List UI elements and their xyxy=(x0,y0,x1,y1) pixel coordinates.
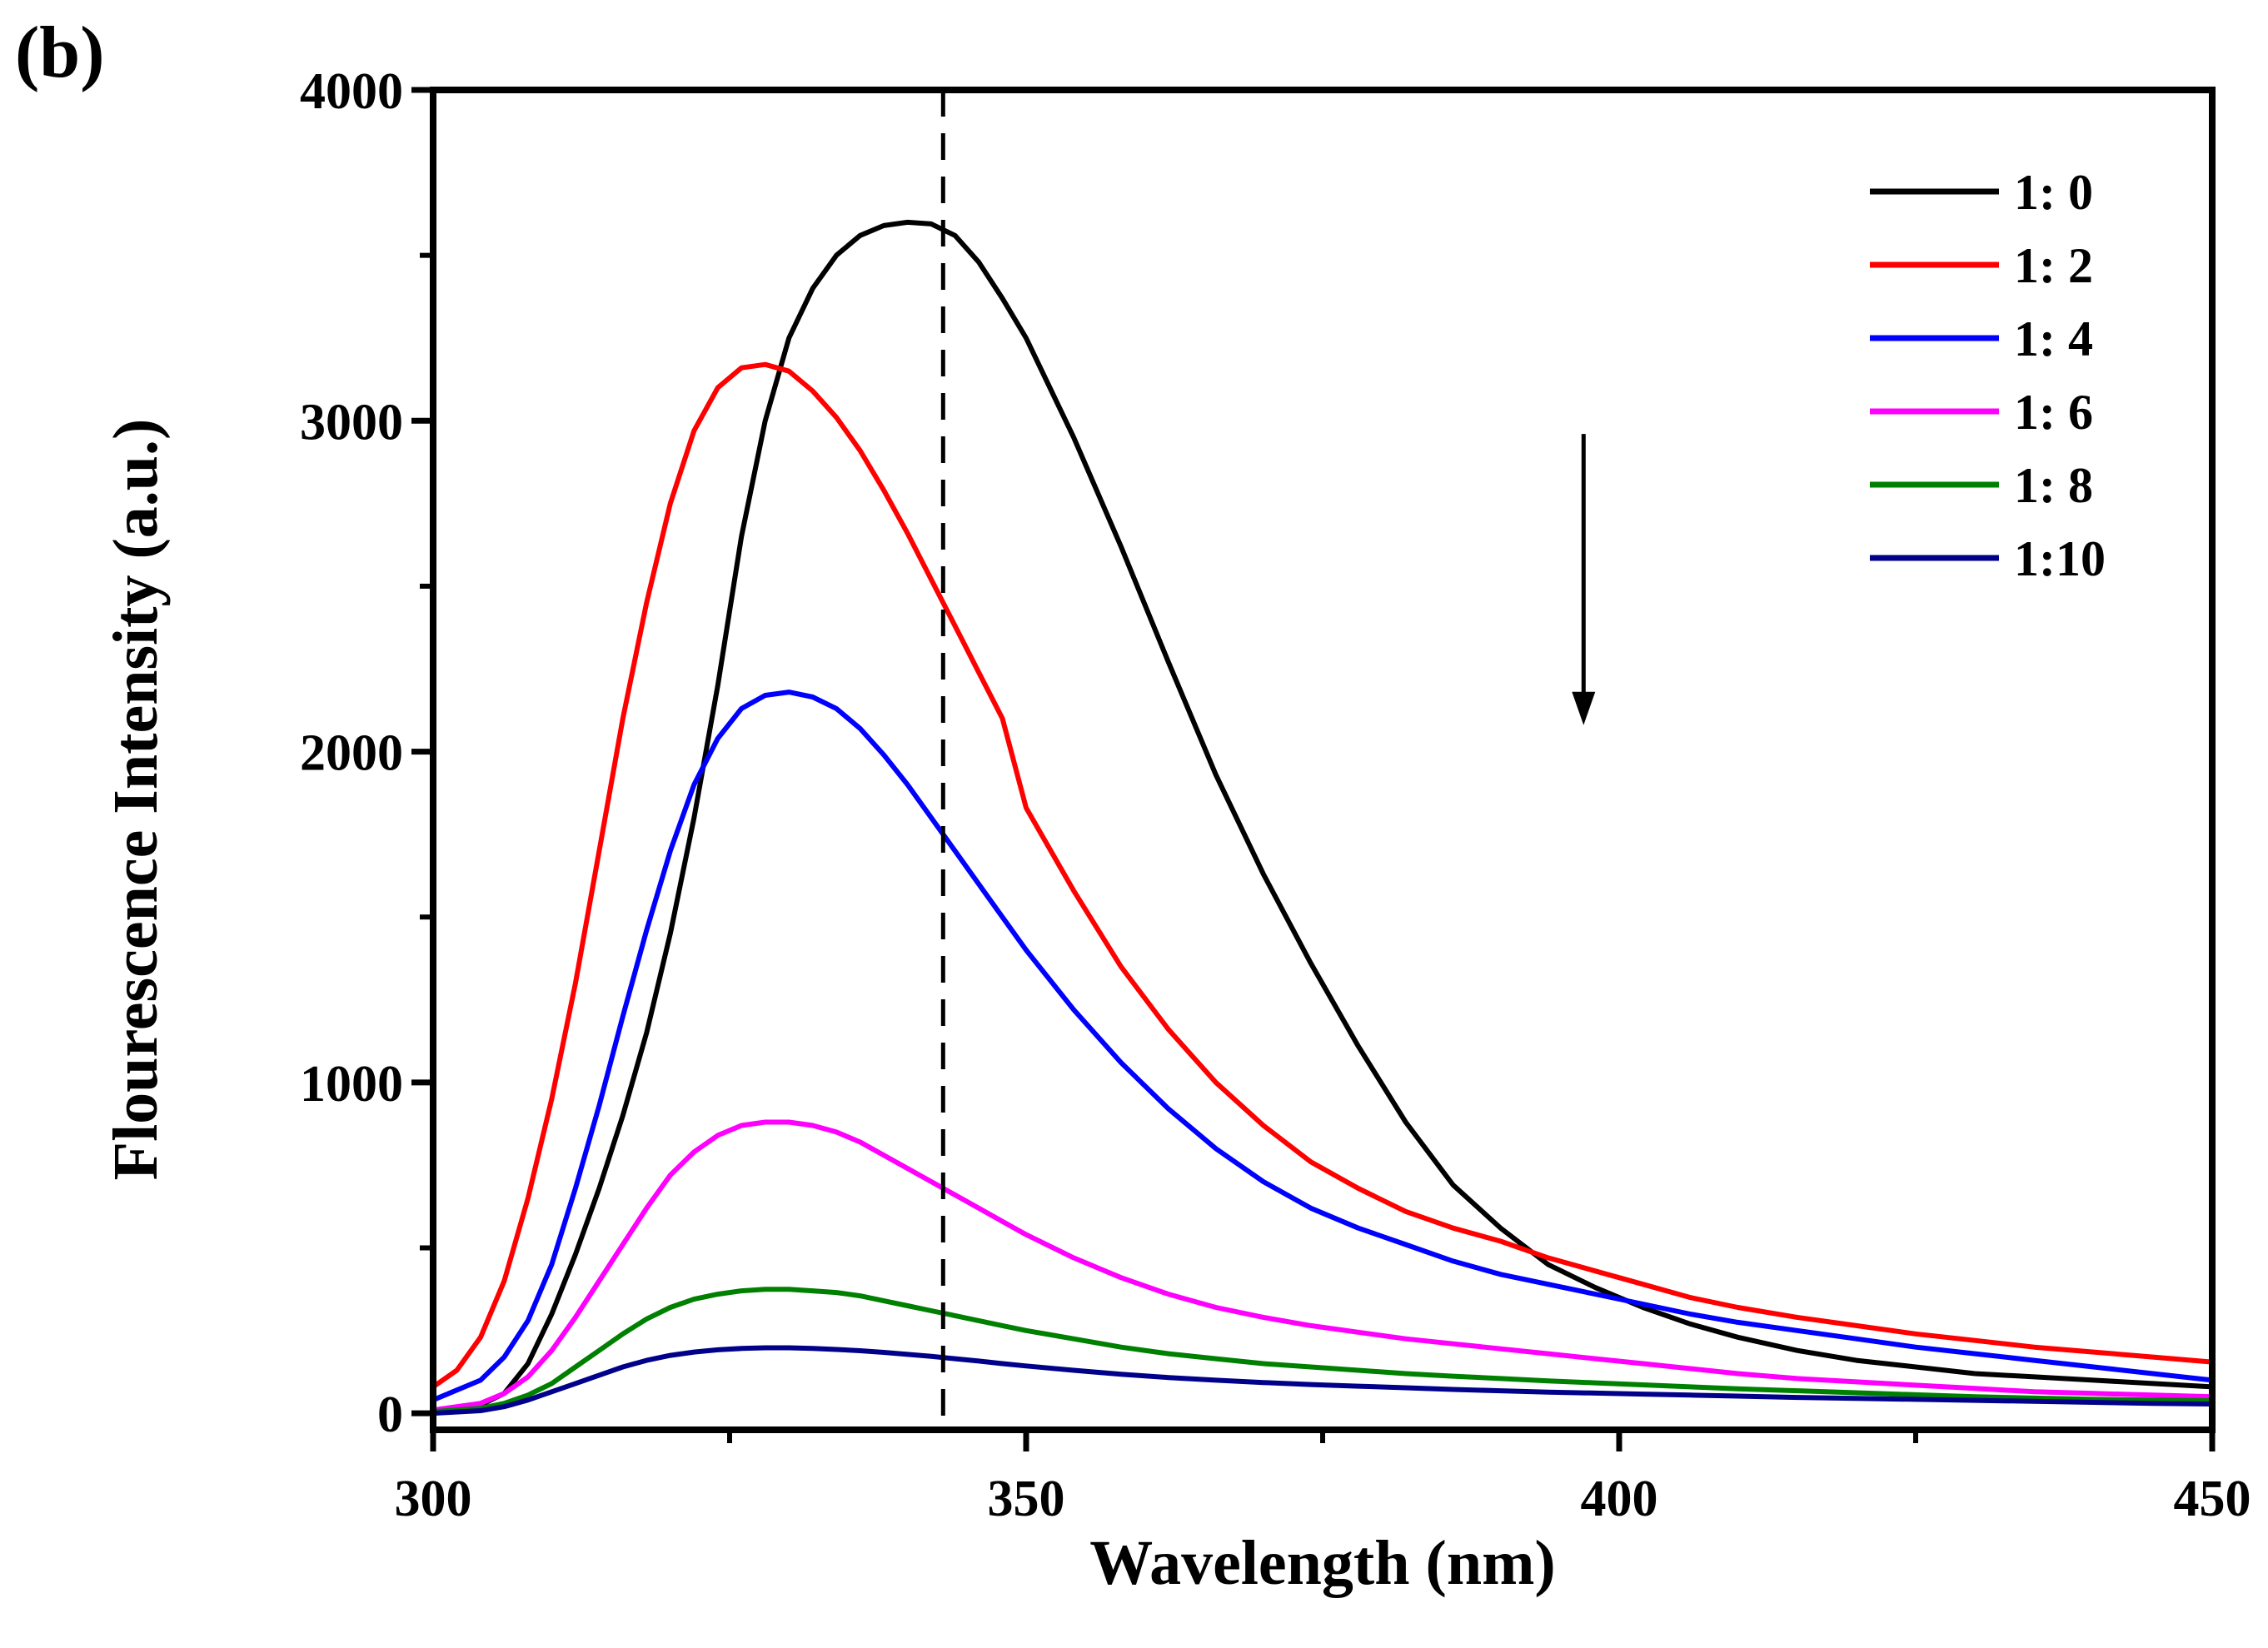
plot-frame xyxy=(430,87,2216,1433)
decrease-arrow-head xyxy=(1572,691,1596,725)
legend-label-1: 1: 0 xyxy=(2014,165,2093,220)
y-tick-label: 3000 xyxy=(300,394,403,451)
x-tick-label: 400 xyxy=(1581,1471,1658,1527)
axes: 300 350 400 450 0 1000 2000 3000 4000 xyxy=(300,63,2251,1527)
x-axis-title: Wavelength (nm) xyxy=(1089,1528,1555,1598)
series-layer xyxy=(431,219,2215,1416)
legend-label-3: 1: 4 xyxy=(2014,311,2093,366)
series-line-4 xyxy=(431,1119,2215,1413)
x-tick-label: 450 xyxy=(2174,1471,2251,1527)
y-tick-label: 4000 xyxy=(300,63,403,120)
y-tick-label: 1000 xyxy=(300,1056,403,1113)
legend: 1: 0 1: 2 1: 4 1: 6 1: 8 1:10 xyxy=(1870,165,2106,586)
x-tick-label: 300 xyxy=(395,1471,472,1527)
y-axis-title: Flourescence Intensity (a.u.) xyxy=(101,419,171,1181)
legend-label-2: 1: 2 xyxy=(2014,238,2093,293)
legend-label-6: 1:10 xyxy=(2014,531,2106,586)
series-line-3 xyxy=(431,690,2215,1403)
legend-label-5: 1: 8 xyxy=(2014,458,2093,513)
y-tick-label: 2000 xyxy=(300,725,403,782)
panel-label: (b) xyxy=(15,12,105,93)
x-tick-label: 350 xyxy=(988,1471,1065,1527)
legend-label-4: 1: 6 xyxy=(2014,385,2093,440)
series-line-2 xyxy=(431,361,2215,1390)
series-line-6 xyxy=(431,1345,2215,1416)
series-line-1 xyxy=(431,219,2215,1413)
series-line-5 xyxy=(431,1287,2215,1415)
annotation-layer xyxy=(940,90,1596,1430)
y-tick-label: 0 xyxy=(377,1387,403,1443)
